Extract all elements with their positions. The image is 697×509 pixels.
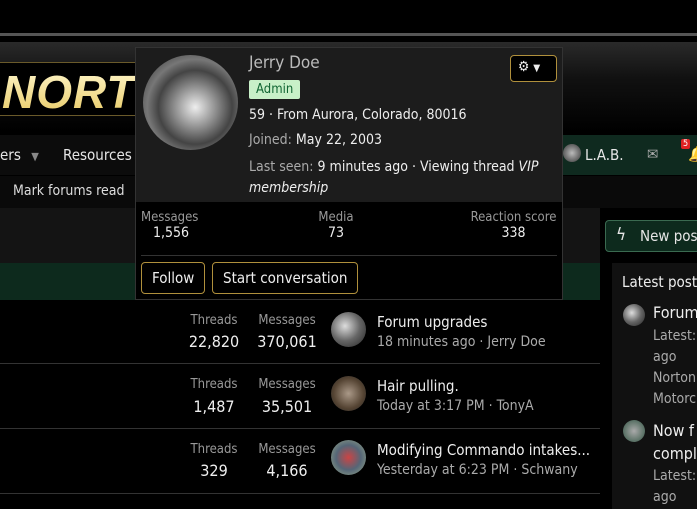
messages-label: Messages [258, 377, 316, 392]
lightning-icon: ϟ [616, 225, 627, 245]
media-stat-label: Media [318, 210, 354, 225]
meta-line[interactable]: Motorc [653, 391, 697, 407]
mark-forums-read-link[interactable]: Mark forums read [13, 183, 125, 199]
reaction-stat-value[interactable]: 338 [501, 225, 526, 241]
latest-thread-meta: Yesterday at 6:23 PM · Schwany [377, 462, 578, 478]
sidebar-thread-link[interactable]: Forum [653, 303, 697, 322]
latest-posts-sidebar: Latest post Forum Latest: ago Norton Mot… [612, 263, 697, 509]
last-poster-avatar[interactable] [331, 376, 366, 411]
latest-thread-link[interactable]: Hair pulling. [377, 377, 459, 395]
media-stat-value[interactable]: 73 [327, 225, 345, 241]
divider [141, 255, 557, 256]
forum-row[interactable]: Threads 1,487 Messages 35,501 Hair pulli… [0, 365, 600, 429]
site-logo[interactable]: NORT [0, 62, 140, 116]
meta-line: Latest: [653, 328, 697, 344]
bell-icon[interactable]: 🔔 [688, 145, 697, 163]
caret-down-icon: ▼ [533, 63, 541, 74]
meta-line: ago [653, 489, 677, 505]
user-avatar[interactable] [563, 144, 581, 162]
sidebar-thread-link[interactable]: compl [653, 444, 697, 463]
messages-stat-label: Messages [141, 210, 199, 225]
threads-count: 22,820 [188, 332, 240, 351]
sidebar-thread-link[interactable]: Now f [653, 421, 694, 440]
last-seen-label: Last seen: [249, 159, 314, 175]
member-info: 59 · From Aurora, Colorado, 80016 [249, 107, 467, 123]
last-poster-avatar[interactable] [331, 440, 366, 475]
follow-button[interactable]: Follow [141, 262, 206, 294]
messages-label: Messages [258, 442, 316, 457]
admin-badge: Admin [249, 80, 301, 99]
sidebar-title: Latest post [622, 273, 697, 291]
poster-avatar[interactable] [623, 420, 645, 442]
threads-label: Threads [190, 377, 238, 392]
nav-item-resources[interactable]: Resources [63, 146, 132, 164]
poster-avatar[interactable] [623, 304, 645, 326]
joined-label: Joined: [249, 132, 292, 148]
nav-item-members[interactable]: ers ▼ [0, 146, 39, 164]
mail-icon[interactable]: ✉ [647, 145, 659, 163]
user-name-link[interactable]: L.A.B. [585, 146, 624, 164]
messages-label: Messages [258, 313, 316, 328]
meta-line: ago [653, 349, 677, 365]
forum-row[interactable]: Threads 22,820 Messages 370,061 Forum up… [0, 300, 600, 364]
last-poster-avatar[interactable] [331, 312, 366, 347]
messages-count: 370,061 [257, 332, 317, 351]
member-name[interactable]: Jerry Doe [249, 53, 320, 73]
top-divider [0, 33, 697, 36]
latest-thread-meta: 18 minutes ago · Jerry Doe [377, 334, 546, 350]
threads-label: Threads [190, 442, 238, 457]
reaction-stat-label: Reaction score [470, 210, 557, 225]
forum-row[interactable]: Threads 329 Messages 4,166 Modifying Com… [0, 430, 600, 494]
messages-stat-value[interactable]: 1,556 [152, 225, 190, 241]
member-avatar[interactable] [143, 55, 238, 150]
viewing-thread-link[interactable]: VIP membership [249, 159, 539, 196]
member-actions-button[interactable]: ⚙ ▼ [510, 55, 557, 82]
threads-label: Threads [190, 313, 238, 328]
new-posts-button[interactable]: ϟ New pos [605, 220, 697, 252]
member-tooltip: Jerry Doe Admin 59 · From Aurora, Colora… [135, 47, 563, 300]
last-seen-value: 9 minutes ago · Viewing thread [317, 159, 515, 175]
latest-thread-link[interactable]: Modifying Commando intakes... [377, 441, 591, 459]
messages-count: 4,166 [266, 461, 308, 480]
messages-count: 35,501 [261, 397, 313, 416]
gear-icon: ⚙ [518, 59, 530, 75]
joined-date: May 22, 2003 [295, 132, 383, 148]
meta-line: Latest: [653, 468, 697, 484]
notification-badge: 5 [681, 139, 691, 149]
chevron-down-icon: ▼ [31, 150, 39, 163]
threads-count: 329 [200, 461, 228, 480]
threads-count: 1,487 [193, 397, 235, 416]
meta-line[interactable]: Norton [653, 370, 696, 386]
start-conversation-button[interactable]: Start conversation [212, 262, 359, 294]
latest-thread-meta: Today at 3:17 PM · TonyA [377, 398, 534, 414]
latest-thread-link[interactable]: Forum upgrades [377, 313, 488, 331]
